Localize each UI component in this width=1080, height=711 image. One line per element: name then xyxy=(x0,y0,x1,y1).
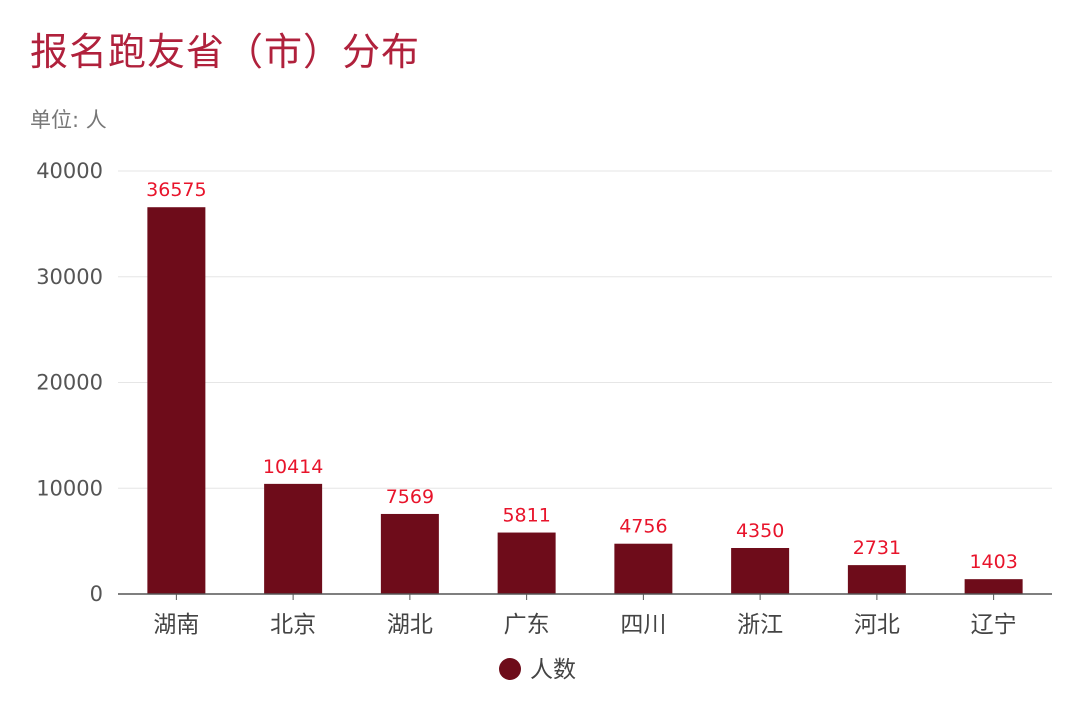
x-tick-label: 辽宁 xyxy=(971,612,1017,638)
y-tick-label: 30000 xyxy=(36,265,103,289)
x-axis: 湖南 北京 湖北 广东 四川 浙江 河北 辽宁 xyxy=(118,593,1052,638)
data-label: 4756 xyxy=(619,516,667,538)
bar[interactable] xyxy=(614,543,673,594)
x-tick-label: 广东 xyxy=(504,612,550,638)
x-tick-label: 湖南 xyxy=(153,612,199,638)
legend-label[interactable]: 人数 xyxy=(530,657,576,683)
bar[interactable] xyxy=(847,565,906,594)
bars xyxy=(147,207,1023,595)
data-label: 10414 xyxy=(263,456,323,478)
data-label: 2731 xyxy=(853,537,901,559)
bar[interactable] xyxy=(380,513,439,594)
x-tick-label: 河北 xyxy=(854,612,900,638)
chart-title: 报名跑友省（市）分布 xyxy=(30,30,421,74)
grid-lines xyxy=(118,170,1052,489)
x-tick-label: 浙江 xyxy=(737,612,783,638)
data-label: 4350 xyxy=(736,520,784,542)
bar[interactable] xyxy=(147,207,206,595)
data-labels: 36575 10414 7569 5811 4756 4350 2731 1403 xyxy=(146,179,1018,573)
y-tick-label: 40000 xyxy=(36,159,103,183)
bar[interactable] xyxy=(964,579,1023,594)
y-tick-label: 0 xyxy=(90,582,103,606)
bar[interactable] xyxy=(264,483,323,594)
data-label: 1403 xyxy=(969,551,1017,573)
x-tick-label: 四川 xyxy=(620,612,666,638)
data-label: 7569 xyxy=(386,486,434,508)
data-label: 36575 xyxy=(146,179,206,201)
unit-label: 单位: 人 xyxy=(30,108,107,132)
bar[interactable] xyxy=(497,532,556,594)
bar[interactable] xyxy=(731,547,790,594)
y-tick-label: 10000 xyxy=(36,476,103,500)
legend[interactable]: 人数 xyxy=(499,657,576,683)
data-label: 5811 xyxy=(502,505,550,527)
x-tick-label: 湖北 xyxy=(387,612,433,638)
y-axis-ticks: 0 10000 20000 30000 40000 xyxy=(36,159,103,606)
x-tick-label: 北京 xyxy=(270,612,316,638)
y-tick-label: 20000 xyxy=(36,371,103,395)
legend-marker[interactable] xyxy=(499,658,521,680)
